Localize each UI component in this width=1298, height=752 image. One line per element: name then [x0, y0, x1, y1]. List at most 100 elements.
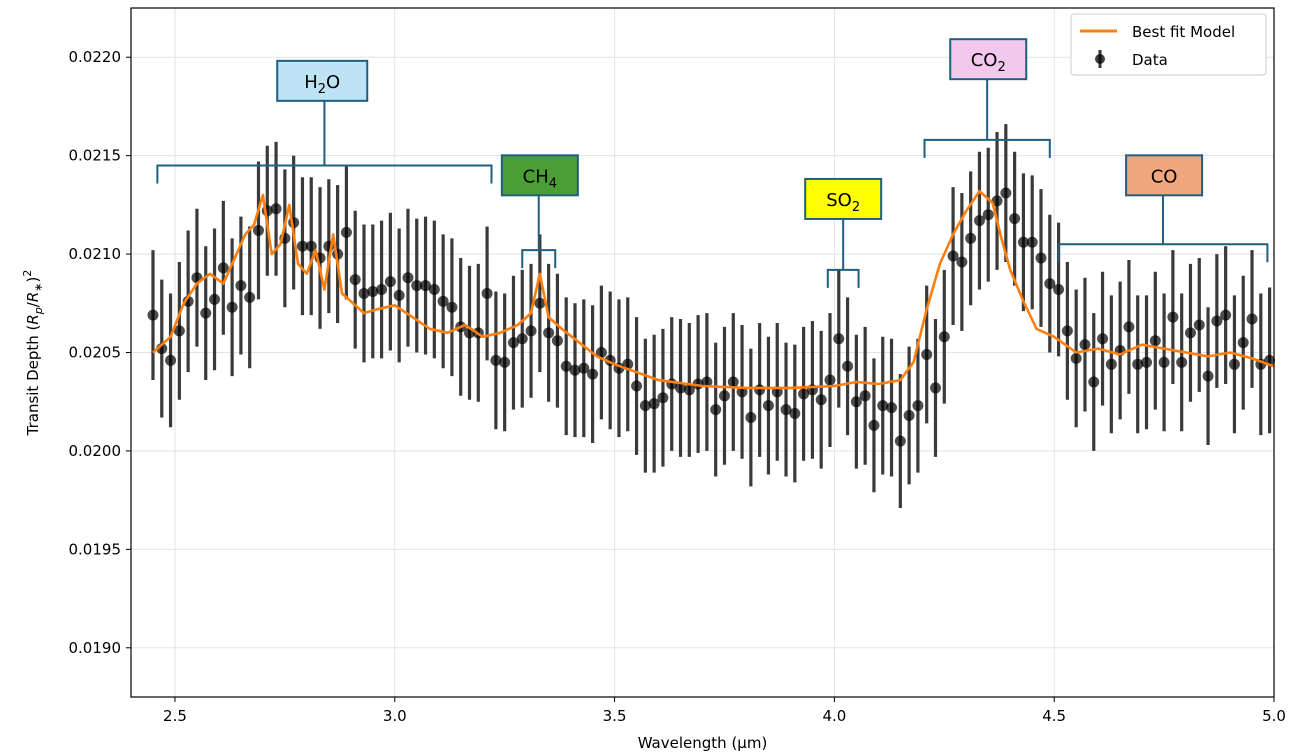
data-point: [710, 404, 722, 416]
data-point: [894, 435, 906, 447]
data-point: [305, 240, 317, 252]
data-point: [296, 240, 308, 252]
data-point: [956, 256, 968, 268]
y-tick-label: 0.0205: [69, 344, 122, 362]
data-point: [428, 284, 440, 296]
legend-data-swatch: [1095, 54, 1105, 64]
data-point: [1026, 236, 1038, 248]
data-point: [929, 382, 941, 394]
data-point: [912, 400, 924, 412]
data-point: [376, 284, 388, 296]
annotation-bracket-co: [1057, 243, 1269, 263]
data-point: [991, 195, 1003, 207]
annotation-label-co2: CO2: [971, 50, 1006, 75]
data-point: [745, 411, 757, 423]
data-point: [1246, 313, 1258, 325]
data-point: [481, 287, 493, 299]
annotation-h2o: H2O: [156, 59, 493, 184]
data-point: [543, 327, 555, 339]
best-fit-model-line: [152, 189, 1275, 390]
annotation-box-so2: [804, 177, 883, 220]
data-point: [173, 325, 185, 337]
data-point: [718, 390, 730, 402]
annotation-label-h2o: H2O: [304, 72, 340, 97]
data-point: [833, 333, 845, 345]
data-point: [393, 289, 405, 301]
data-point: [1167, 311, 1179, 323]
annotation-ch4: CH4: [500, 154, 579, 269]
data-point: [402, 272, 414, 284]
data-point: [411, 280, 423, 292]
data-point: [490, 354, 502, 366]
data-point: [1176, 356, 1188, 368]
data-point: [886, 402, 898, 414]
data-point: [639, 400, 651, 412]
data-point: [1132, 358, 1144, 370]
y-tick-label: 0.0195: [69, 540, 122, 558]
data-point: [209, 293, 221, 305]
y-tick-label: 0.0200: [69, 442, 122, 460]
data-point: [358, 287, 370, 299]
data-point: [1035, 252, 1047, 264]
data-point: [1000, 187, 1012, 199]
data-point: [420, 280, 432, 292]
x-tick-label: 4.5: [1042, 707, 1066, 725]
data-point: [252, 224, 264, 236]
data-point: [507, 337, 519, 349]
data-point: [982, 209, 994, 221]
data-point: [631, 380, 643, 392]
legend-box: [1070, 13, 1267, 76]
data-point: [525, 325, 537, 337]
data-point: [560, 360, 572, 372]
data-point: [244, 291, 256, 303]
molecule-annotations: H2O CH4 SO2 CO2 CO: [156, 38, 1269, 288]
legend-model-label: Best fit Model: [1132, 23, 1235, 41]
data-point: [850, 396, 862, 408]
data-point: [270, 203, 282, 215]
data-point: [815, 394, 827, 406]
data-point: [1123, 321, 1135, 333]
data-point: [384, 276, 396, 288]
x-tick-label: 4.0: [822, 707, 846, 725]
data-point: [499, 356, 511, 368]
annotation-box-ch4: [500, 154, 579, 197]
y-tick-label: 0.0215: [69, 147, 122, 165]
annotation-co: CO: [1057, 154, 1269, 263]
data-point: [648, 398, 660, 410]
data-point: [1105, 358, 1117, 370]
data-point: [683, 384, 695, 396]
data-point: [340, 226, 352, 238]
data-point: [780, 404, 792, 416]
data-point: [868, 419, 880, 431]
data-point: [367, 285, 379, 297]
data-point: [1237, 337, 1249, 349]
data-point: [1088, 376, 1100, 388]
data-point: [1070, 352, 1082, 364]
y-axis-ticks: 0.0190 0.0195 0.0200 0.0205 0.0210 0.0215 0.02…: [69, 48, 131, 657]
data-point: [516, 333, 528, 345]
data-point: [1079, 339, 1091, 351]
data-point: [921, 348, 933, 360]
data-points: [147, 187, 1276, 447]
data-point: [789, 408, 801, 420]
data-point: [147, 309, 159, 321]
data-point: [226, 301, 238, 313]
legend-data-label: Data: [1132, 51, 1168, 69]
x-axis-ticks: 2.5 3.0 3.5 4.0 4.5 5.0: [163, 697, 1286, 725]
data-point: [1061, 325, 1073, 337]
x-tick-label: 2.5: [163, 707, 187, 725]
annotation-label-ch4: CH4: [523, 166, 557, 191]
annotation-co2: CO2: [923, 38, 1051, 158]
x-axis-label: Wavelength (μm): [638, 734, 768, 752]
y-tick-label: 0.0210: [69, 245, 122, 263]
data-point: [675, 382, 687, 394]
annotation-bracket-h2o: [156, 164, 493, 184]
data-point: [235, 280, 247, 292]
data-point: [798, 388, 810, 400]
y-axis-label: Transit Depth (Rp/R∗)2: [21, 270, 45, 437]
data-point: [437, 295, 449, 307]
data-point: [551, 335, 563, 347]
data-point: [1228, 358, 1240, 370]
data-point: [595, 347, 607, 358]
